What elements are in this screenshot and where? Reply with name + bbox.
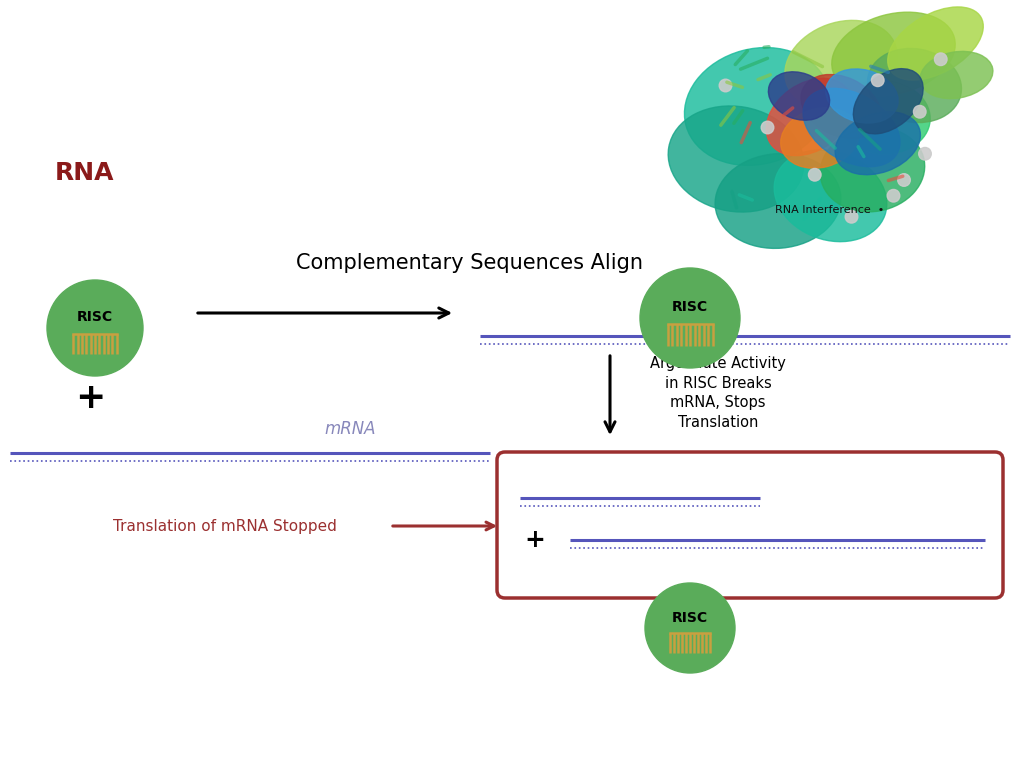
Circle shape xyxy=(761,121,774,134)
Ellipse shape xyxy=(684,48,829,165)
Circle shape xyxy=(645,583,735,673)
Circle shape xyxy=(640,268,740,368)
Text: Complementary Sequences Align: Complementary Sequences Align xyxy=(297,253,643,273)
Circle shape xyxy=(919,147,931,160)
Text: +: + xyxy=(524,528,546,552)
Ellipse shape xyxy=(867,48,962,123)
Circle shape xyxy=(809,168,821,181)
Ellipse shape xyxy=(888,7,983,80)
Text: mRNA: mRNA xyxy=(325,420,376,438)
Text: RNA Interference  •: RNA Interference • xyxy=(775,205,885,215)
Ellipse shape xyxy=(836,80,930,154)
Circle shape xyxy=(913,105,926,118)
Ellipse shape xyxy=(766,78,853,156)
Ellipse shape xyxy=(715,154,841,248)
Circle shape xyxy=(898,174,910,187)
Text: +: + xyxy=(75,381,105,415)
Circle shape xyxy=(47,280,143,376)
Circle shape xyxy=(935,53,947,65)
Ellipse shape xyxy=(784,21,897,108)
Circle shape xyxy=(845,210,858,223)
Ellipse shape xyxy=(921,51,993,98)
Ellipse shape xyxy=(780,108,859,168)
Ellipse shape xyxy=(768,71,829,121)
Ellipse shape xyxy=(669,106,804,212)
Ellipse shape xyxy=(820,127,925,212)
Text: RISC: RISC xyxy=(672,300,708,314)
Ellipse shape xyxy=(831,12,955,96)
Text: Argonaute Activity
in RISC Breaks
mRNA, Stops
Translation: Argonaute Activity in RISC Breaks mRNA, … xyxy=(650,356,785,430)
Ellipse shape xyxy=(801,74,881,138)
Text: RNA: RNA xyxy=(55,161,115,185)
Ellipse shape xyxy=(803,88,900,167)
Ellipse shape xyxy=(826,69,898,123)
Circle shape xyxy=(887,190,900,202)
Text: Translation of mRNA Stopped: Translation of mRNA Stopped xyxy=(113,518,337,534)
FancyBboxPatch shape xyxy=(497,452,1002,598)
Ellipse shape xyxy=(853,68,924,134)
Ellipse shape xyxy=(836,112,921,175)
Circle shape xyxy=(719,79,732,92)
Text: RISC: RISC xyxy=(672,611,708,625)
Ellipse shape xyxy=(774,150,887,242)
Text: RISC: RISC xyxy=(77,310,113,324)
Circle shape xyxy=(871,74,884,87)
